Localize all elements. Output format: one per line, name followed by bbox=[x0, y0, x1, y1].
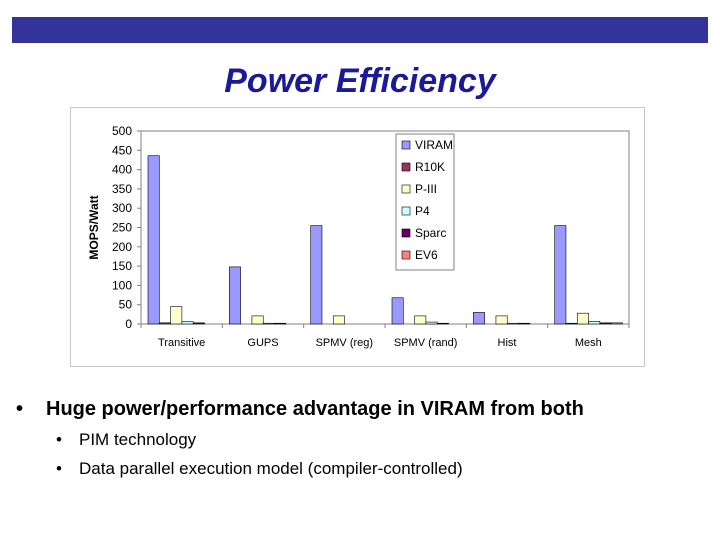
y-tick-label: 200 bbox=[112, 240, 132, 254]
y-tick-label: 150 bbox=[112, 259, 132, 273]
bar-viram bbox=[473, 312, 485, 325]
bar-viram bbox=[147, 155, 160, 325]
legend-label: Sparc bbox=[415, 226, 446, 240]
bar-viram bbox=[229, 266, 241, 325]
bar-p-iii bbox=[414, 315, 427, 325]
bar-viram bbox=[554, 225, 567, 325]
x-tick-label: Mesh bbox=[575, 337, 602, 349]
sub-bullet: • Data parallel execution model (compile… bbox=[56, 459, 716, 479]
chart-svg: 0 50 100 150 200 250 300 350 400 450 500 MOPS/Watt T… bbox=[87, 124, 630, 349]
bar-viram bbox=[310, 225, 323, 325]
x-tick-label: SPMV (rand) bbox=[394, 337, 458, 349]
y-tick-label: 350 bbox=[112, 182, 132, 196]
plot-frame bbox=[140, 130, 630, 325]
sub-bullet-dot: • bbox=[56, 430, 62, 449]
x-tick-label: Hist bbox=[498, 337, 517, 349]
sub-bullet-text: Data parallel execution model (compiler-… bbox=[79, 459, 463, 478]
bar-r10k bbox=[159, 322, 171, 325]
legend-label: VIRAM bbox=[415, 138, 453, 152]
bullet-list: • Huge power/performance advantage in VI… bbox=[16, 398, 716, 479]
bar-p4 bbox=[181, 321, 194, 325]
legend-label: P-III bbox=[415, 182, 437, 196]
bar-sparc bbox=[436, 322, 449, 325]
y-tick-label: 0 bbox=[125, 317, 132, 331]
legend-label: R10K bbox=[415, 160, 445, 174]
bar-p4 bbox=[588, 320, 601, 325]
legend-swatch bbox=[401, 162, 411, 172]
bar-sparc bbox=[192, 322, 205, 325]
bar-r10k bbox=[565, 322, 578, 325]
y-tick-label: 450 bbox=[112, 143, 132, 157]
bar-p4 bbox=[506, 322, 519, 325]
y-tick-label: 250 bbox=[112, 221, 132, 235]
slide-title: Power Efficiency bbox=[224, 62, 496, 100]
bullet-main: • Huge power/performance advantage in VI… bbox=[16, 398, 716, 421]
top-accent-bar bbox=[12, 17, 708, 43]
bar-p-iii bbox=[170, 306, 183, 325]
legend-label: EV6 bbox=[415, 248, 438, 262]
legend-swatch bbox=[401, 140, 411, 150]
bullet-dot: • bbox=[16, 398, 24, 420]
bar-p-iii bbox=[576, 312, 589, 325]
bar-p-iii bbox=[251, 315, 264, 325]
power-efficiency-chart: 0 50 100 150 200 250 300 350 400 450 500 MOPS/Watt T… bbox=[70, 107, 645, 367]
y-axis-title: MOPS/Watt bbox=[87, 195, 101, 259]
y-tick-label: 100 bbox=[112, 278, 132, 292]
x-tick-label: SPMV (reg) bbox=[316, 337, 373, 349]
sub-bullet: • PIM technology bbox=[56, 430, 716, 450]
y-tick-label: 500 bbox=[112, 124, 132, 138]
bar-p-iii bbox=[495, 315, 508, 325]
x-tick-label: GUPS bbox=[247, 337, 278, 349]
x-tick-label: Transitive bbox=[158, 337, 205, 349]
bar-ev6 bbox=[610, 322, 623, 325]
legend-swatch bbox=[401, 184, 411, 194]
sub-bullet-text: PIM technology bbox=[79, 430, 197, 449]
plot-area: 0 50 100 150 200 250 300 350 400 450 500 MOPS/Watt T… bbox=[87, 124, 630, 349]
legend-swatch bbox=[401, 228, 411, 238]
bar-sparc bbox=[599, 322, 612, 325]
bar-sparc bbox=[518, 322, 531, 325]
bar-p4 bbox=[262, 322, 275, 325]
bar-sparc bbox=[274, 322, 287, 325]
y-tick-label: 300 bbox=[112, 201, 132, 215]
legend-label: P4 bbox=[415, 204, 430, 218]
bar-p4 bbox=[425, 321, 438, 325]
bar-p-iii bbox=[332, 315, 345, 325]
sub-bullet-dot: • bbox=[56, 459, 62, 478]
y-tick-label: 400 bbox=[112, 163, 132, 177]
legend-swatch bbox=[401, 250, 411, 260]
y-tick-label: 50 bbox=[119, 298, 133, 312]
legend-box bbox=[395, 133, 455, 271]
legend-swatch bbox=[401, 206, 411, 216]
bullet-main-text: Huge power/performance advantage in VIRA… bbox=[46, 398, 584, 420]
bar-viram bbox=[391, 297, 404, 325]
